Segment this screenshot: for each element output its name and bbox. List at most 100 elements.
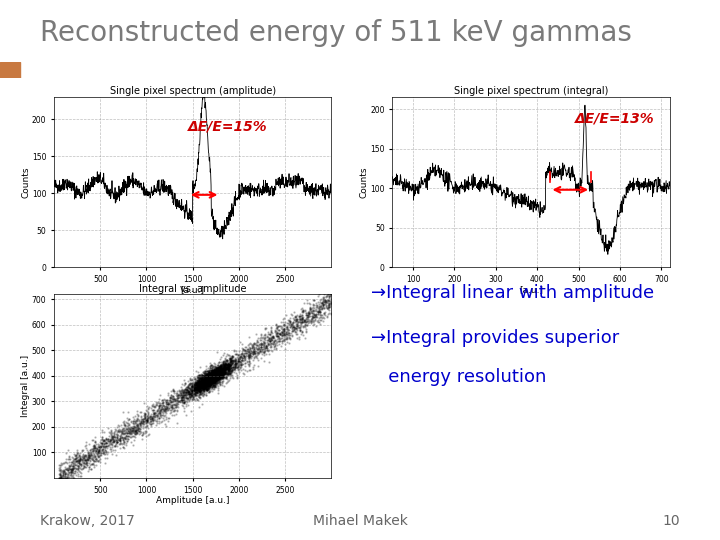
Point bbox=[214, 363, 225, 372]
Point bbox=[194, 382, 206, 390]
Point bbox=[210, 376, 222, 384]
Point bbox=[235, 357, 246, 366]
Point bbox=[295, 305, 307, 313]
Point bbox=[240, 366, 252, 375]
Point bbox=[99, 446, 111, 454]
Point bbox=[212, 369, 223, 378]
Point bbox=[104, 436, 115, 444]
Point bbox=[216, 369, 228, 377]
Point bbox=[212, 366, 223, 375]
Point bbox=[174, 389, 186, 397]
Point bbox=[243, 347, 254, 356]
Point bbox=[207, 368, 218, 376]
Point bbox=[311, 317, 323, 326]
Point bbox=[193, 393, 204, 401]
Point bbox=[204, 374, 216, 383]
Point bbox=[163, 398, 174, 407]
Point bbox=[293, 315, 305, 323]
Point bbox=[225, 359, 236, 367]
Point bbox=[120, 432, 132, 441]
Point bbox=[207, 373, 218, 381]
Point bbox=[84, 449, 95, 458]
Point bbox=[243, 341, 254, 349]
Point bbox=[312, 292, 323, 300]
Point bbox=[222, 365, 234, 374]
Point bbox=[215, 366, 226, 374]
Point bbox=[218, 369, 230, 378]
Point bbox=[203, 376, 215, 385]
Point bbox=[145, 420, 157, 428]
Point bbox=[192, 387, 203, 395]
Point bbox=[220, 366, 231, 375]
Point bbox=[77, 458, 89, 467]
Point bbox=[204, 381, 215, 389]
Point bbox=[71, 457, 82, 465]
Point bbox=[209, 379, 220, 387]
Point bbox=[235, 352, 247, 361]
Point bbox=[223, 364, 235, 373]
Point bbox=[193, 383, 204, 392]
Point bbox=[246, 348, 258, 356]
Point bbox=[215, 369, 226, 378]
Point bbox=[204, 375, 216, 384]
Point bbox=[190, 386, 202, 395]
Point bbox=[68, 454, 79, 463]
Point bbox=[192, 387, 204, 395]
Point bbox=[215, 362, 226, 371]
Point bbox=[98, 440, 109, 449]
Point bbox=[244, 339, 256, 348]
Point bbox=[211, 369, 222, 378]
Point bbox=[138, 428, 149, 437]
Point bbox=[197, 379, 208, 388]
Point bbox=[222, 365, 234, 374]
Point bbox=[197, 377, 208, 386]
Point bbox=[206, 378, 217, 387]
Point bbox=[208, 375, 220, 384]
Point bbox=[223, 362, 235, 371]
Point bbox=[180, 388, 192, 396]
Point bbox=[211, 373, 222, 381]
Point bbox=[207, 375, 219, 383]
Point bbox=[204, 375, 215, 384]
Point bbox=[191, 380, 202, 389]
Point bbox=[204, 373, 215, 382]
Point bbox=[222, 363, 233, 372]
Point bbox=[183, 383, 194, 392]
Point bbox=[192, 382, 204, 390]
Point bbox=[204, 374, 216, 383]
Point bbox=[215, 362, 227, 371]
Point bbox=[307, 315, 318, 324]
Point bbox=[214, 370, 225, 379]
Point bbox=[166, 387, 177, 395]
Point bbox=[205, 361, 217, 370]
Point bbox=[146, 412, 158, 421]
Point bbox=[206, 373, 217, 381]
Point bbox=[56, 467, 68, 476]
Point bbox=[200, 374, 212, 382]
Point bbox=[316, 304, 328, 313]
Point bbox=[138, 417, 149, 426]
Point bbox=[233, 360, 245, 368]
Point bbox=[224, 364, 235, 373]
Point bbox=[183, 387, 194, 396]
Point bbox=[197, 377, 208, 386]
Point bbox=[215, 368, 226, 377]
Point bbox=[114, 440, 125, 449]
Point bbox=[189, 388, 201, 396]
Point bbox=[309, 311, 320, 320]
Point bbox=[53, 463, 65, 472]
Point bbox=[206, 368, 217, 376]
Text: Reconstructed energy of 511 keV gammas: Reconstructed energy of 511 keV gammas bbox=[40, 19, 631, 47]
Point bbox=[243, 353, 254, 361]
Point bbox=[199, 382, 210, 391]
Point bbox=[54, 474, 66, 482]
Point bbox=[243, 361, 254, 370]
Point bbox=[197, 368, 209, 376]
Point bbox=[190, 382, 202, 391]
Point bbox=[196, 382, 207, 390]
Point bbox=[195, 381, 207, 390]
Point bbox=[99, 436, 110, 445]
Point bbox=[300, 307, 311, 315]
Point bbox=[55, 465, 67, 474]
Point bbox=[222, 363, 234, 372]
